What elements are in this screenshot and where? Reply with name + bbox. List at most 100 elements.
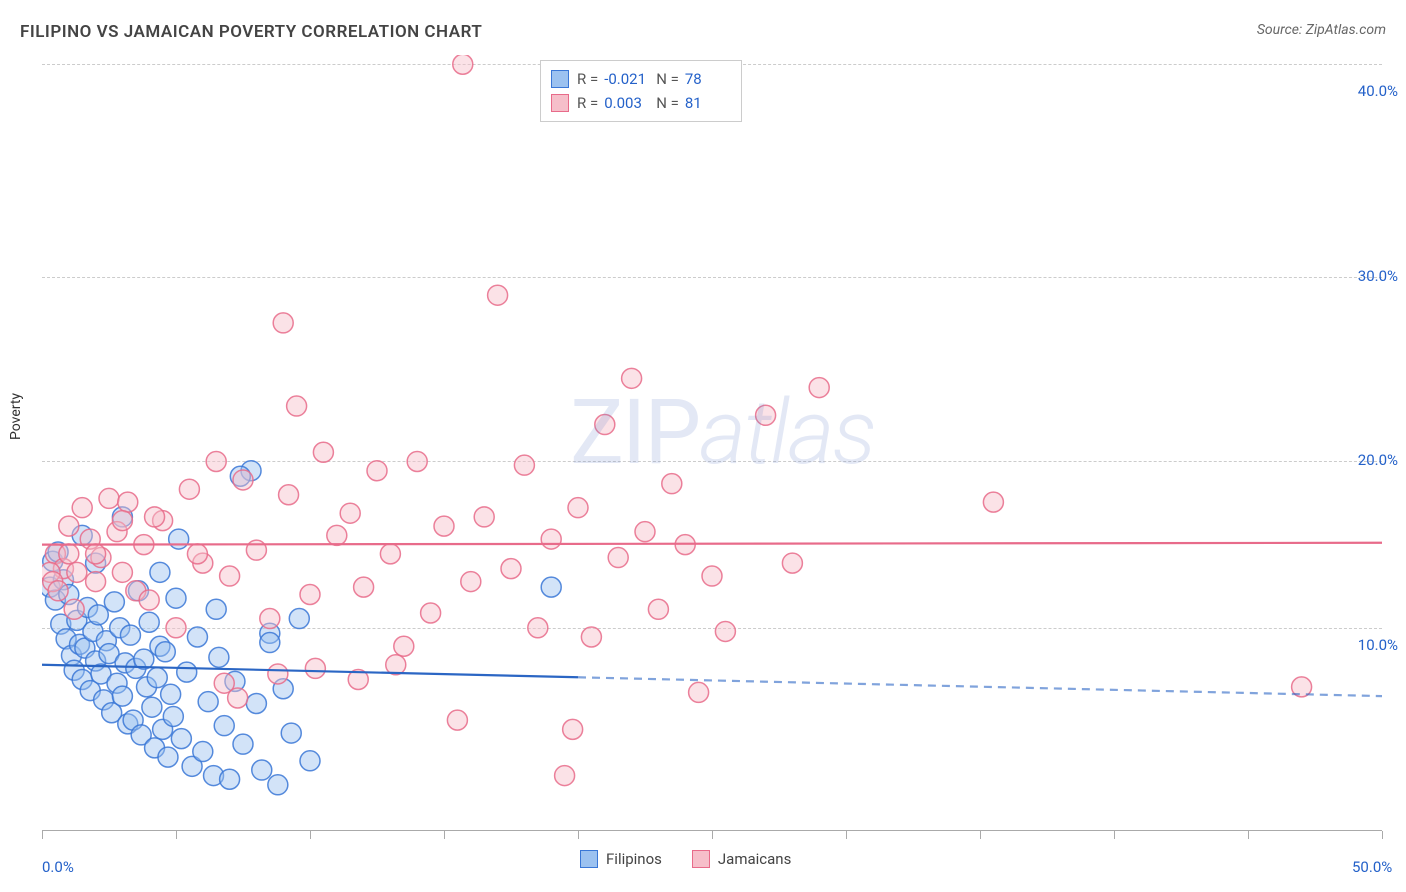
data-point — [756, 405, 776, 425]
data-point — [139, 590, 159, 610]
data-point — [581, 627, 601, 647]
data-point — [595, 415, 615, 435]
data-point — [158, 747, 178, 767]
data-point — [228, 688, 248, 708]
data-point — [300, 585, 320, 605]
bottom-legend: Filipinos Jamaicans — [580, 850, 791, 868]
x-tick — [1114, 831, 1115, 839]
data-point — [327, 525, 347, 545]
data-point — [246, 694, 266, 714]
r-label: R = — [577, 91, 598, 115]
data-point — [289, 609, 309, 629]
data-point — [118, 492, 138, 512]
source-name: ZipAtlas.com — [1306, 22, 1386, 38]
data-point — [187, 544, 207, 564]
legend-item: Filipinos — [580, 850, 662, 868]
data-point — [163, 706, 183, 726]
data-point — [112, 562, 132, 582]
correlation-row: R = -0.021 N = 78 — [551, 67, 731, 91]
data-point — [88, 605, 108, 625]
data-point — [86, 544, 106, 564]
legend-swatch-filipinos — [551, 70, 569, 88]
data-point — [220, 566, 240, 586]
data-point — [367, 461, 387, 481]
data-point — [279, 485, 299, 505]
data-point — [142, 697, 162, 717]
data-point — [169, 529, 189, 549]
x-tick — [1248, 831, 1249, 839]
data-point — [59, 516, 79, 536]
x-tick — [1382, 831, 1383, 839]
r-value-jamaicans: 0.003 — [604, 91, 650, 115]
source-prefix: Source: — [1257, 22, 1306, 38]
data-point — [99, 488, 119, 508]
data-point — [281, 723, 301, 743]
data-point — [59, 544, 79, 564]
data-point — [715, 621, 735, 641]
data-point — [187, 627, 207, 647]
data-point — [702, 566, 722, 586]
data-point — [233, 734, 253, 754]
data-point — [214, 716, 234, 736]
n-label: N = — [656, 91, 679, 115]
data-point — [209, 647, 229, 667]
data-point — [340, 503, 360, 523]
data-point — [246, 540, 266, 560]
data-point — [434, 516, 454, 536]
data-point — [198, 692, 218, 712]
data-point — [514, 455, 534, 475]
data-point — [394, 636, 414, 656]
data-point — [104, 592, 124, 612]
data-point — [72, 498, 92, 518]
data-point — [983, 492, 1003, 512]
data-point — [380, 544, 400, 564]
data-point — [287, 396, 307, 416]
data-point — [220, 769, 240, 789]
r-label: R = — [577, 67, 598, 91]
data-point — [662, 474, 682, 494]
legend-item: Jamaicans — [692, 850, 791, 868]
data-point — [421, 603, 441, 623]
data-point — [64, 599, 84, 619]
data-point — [171, 729, 191, 749]
data-point — [461, 572, 481, 592]
x-tick-label: 50.0% — [1352, 858, 1392, 876]
data-point — [528, 618, 548, 638]
data-point — [782, 553, 802, 573]
legend-label-filipinos: Filipinos — [606, 850, 662, 868]
data-point — [166, 588, 186, 608]
chart-title: FILIPINO VS JAMAICAN POVERTY CORRELATION… — [20, 22, 482, 42]
data-point — [563, 719, 583, 739]
data-point — [474, 507, 494, 527]
data-point — [233, 470, 253, 490]
r-value-filipinos: -0.021 — [604, 67, 650, 91]
legend-swatch-filipinos — [580, 850, 598, 868]
trend-line — [42, 543, 1382, 545]
data-point — [488, 285, 508, 305]
data-point — [166, 618, 186, 638]
data-point — [67, 562, 87, 582]
data-point — [86, 572, 106, 592]
x-tick — [42, 831, 43, 839]
data-point — [206, 599, 226, 619]
data-point — [354, 577, 374, 597]
legend-swatch-jamaicans — [692, 850, 710, 868]
data-point — [161, 684, 181, 704]
source-attribution: Source: ZipAtlas.com — [1257, 22, 1386, 38]
plot-svg — [42, 55, 1382, 831]
data-point — [252, 760, 272, 780]
x-tick — [310, 831, 311, 839]
chart-container: FILIPINO VS JAMAICAN POVERTY CORRELATION… — [0, 0, 1406, 892]
data-point — [139, 612, 159, 632]
data-point — [112, 511, 132, 531]
data-point — [386, 655, 406, 675]
data-point — [273, 313, 293, 333]
data-point — [453, 55, 473, 74]
x-tick — [444, 831, 445, 839]
data-point — [305, 658, 325, 678]
data-point — [48, 581, 68, 601]
x-tick — [578, 831, 579, 839]
data-point — [635, 522, 655, 542]
data-point — [177, 662, 197, 682]
data-point — [689, 682, 709, 702]
